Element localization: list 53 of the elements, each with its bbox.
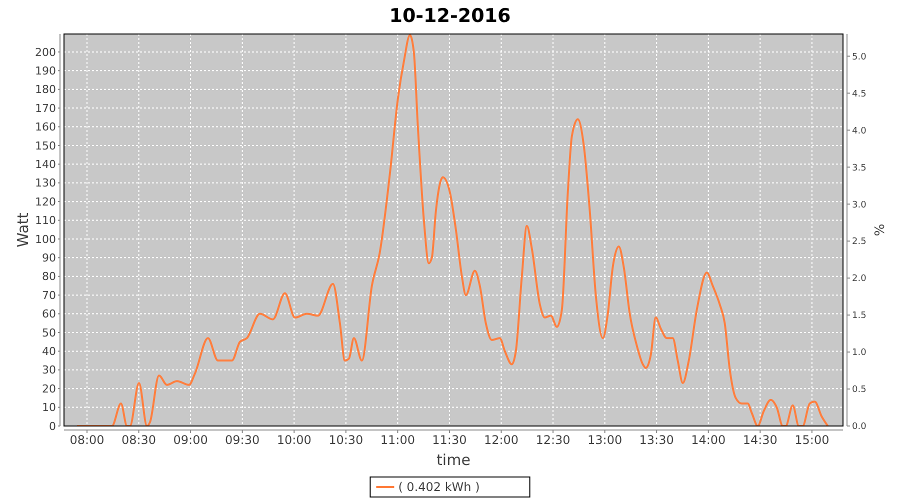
y2-tick-label: 4.5 xyxy=(852,89,866,100)
y2-tick-label: 0.5 xyxy=(852,385,866,396)
y2-tick-label: 3.5 xyxy=(852,163,866,174)
y-tick-label: 0 xyxy=(49,420,56,433)
y-tick-label: 30 xyxy=(42,364,56,377)
x-tick-label: 10:30 xyxy=(328,433,364,447)
y2-tick-label: 2.0 xyxy=(852,274,867,284)
y-tick-label: 170 xyxy=(35,102,56,115)
x-axis-title: time xyxy=(436,451,470,469)
y-tick-label: 120 xyxy=(35,195,56,208)
y2-tick-label: 1.0 xyxy=(852,348,867,358)
y-tick-label: 130 xyxy=(35,176,56,190)
x-tick-label: 12:00 xyxy=(484,433,519,447)
y-tick-label: 100 xyxy=(35,232,56,246)
y2-tick-label: 0.0 xyxy=(852,422,867,432)
y-tick-label: 150 xyxy=(35,139,56,152)
y-tick-label: 20 xyxy=(42,382,56,396)
chart-title: 10-12-2016 xyxy=(389,5,511,27)
y-axis-title: Watt xyxy=(14,212,32,248)
x-tick-label: 14:00 xyxy=(691,433,726,447)
y-tick-label: 80 xyxy=(42,270,56,284)
x-tick-label: 10:00 xyxy=(276,433,312,447)
y-tick-label: 90 xyxy=(42,252,56,265)
legend-label: ( 0.402 kWh ) xyxy=(398,480,480,494)
y2-tick-label: 4.0 xyxy=(852,126,867,136)
y-tick-label: 40 xyxy=(42,345,56,358)
x-tick-label: 11:30 xyxy=(432,433,467,447)
y2-axis-title: % xyxy=(873,224,888,236)
y2-tick-label: 1.5 xyxy=(852,311,866,322)
x-tick-label: 09:00 xyxy=(173,433,208,447)
x-tick-label: 12:30 xyxy=(536,433,570,447)
y2-tick-label: 2.5 xyxy=(852,237,866,248)
y-tick-label: 190 xyxy=(35,64,56,78)
y-tick-label: 60 xyxy=(42,308,56,321)
x-tick-label: 11:00 xyxy=(380,433,415,447)
y-tick-label: 180 xyxy=(35,83,56,96)
x-tick-label: 08:00 xyxy=(70,433,104,447)
y2-tick-label: 3.0 xyxy=(852,200,867,210)
line-series xyxy=(76,34,829,426)
y-tick-label: 200 xyxy=(35,46,56,59)
y-tick-label: 140 xyxy=(35,158,56,172)
y-tick-label: 70 xyxy=(42,288,56,302)
y-tick-label: 10 xyxy=(42,401,56,414)
x-tick-label: 13:30 xyxy=(639,433,674,447)
y-tick-label: 110 xyxy=(35,214,56,228)
x-tick-label: 14:30 xyxy=(742,433,778,447)
y2-tick-label: 5.0 xyxy=(852,52,867,62)
x-tick-label: 13:00 xyxy=(588,433,622,447)
x-tick-label: 09:30 xyxy=(225,433,260,447)
x-tick-label: 08:30 xyxy=(121,433,156,447)
y-tick-label: 50 xyxy=(42,326,56,340)
y-tick-label: 160 xyxy=(35,120,56,134)
x-tick-label: 15:00 xyxy=(794,433,830,447)
